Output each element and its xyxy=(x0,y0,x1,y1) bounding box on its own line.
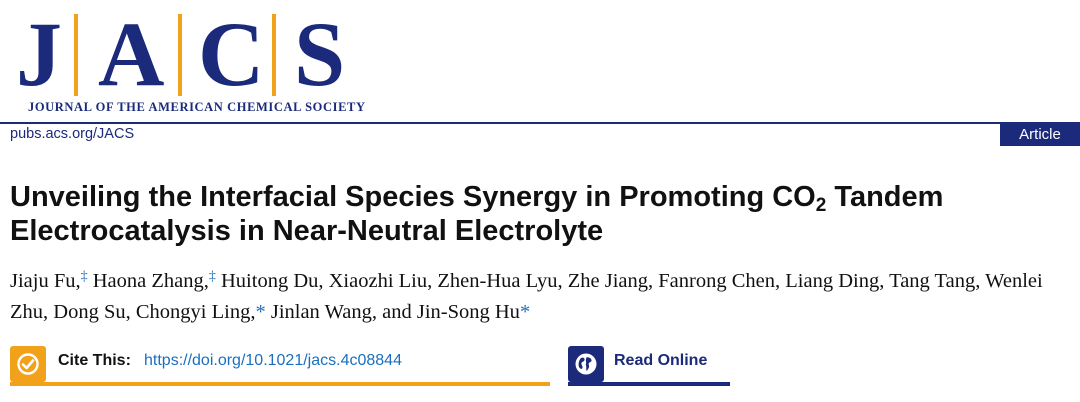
logo-letter-j: J xyxy=(16,3,62,105)
globe-icon xyxy=(568,346,604,382)
author-name-text: Wenlei Zhu, xyxy=(10,270,1043,323)
author-name[interactable]: Zhe Jiang, xyxy=(568,270,653,292)
cite-underline xyxy=(10,382,550,386)
author-name-text: Xiaozhi Liu, xyxy=(328,270,433,292)
author-name-text: Jiaju Fu, xyxy=(10,270,81,292)
corresponding-author-mark[interactable]: * xyxy=(255,301,266,323)
author-name[interactable]: Liang Ding, xyxy=(785,270,884,292)
author-name-text: Liang Ding, xyxy=(785,270,885,292)
author-list: Jiaju Fu,‡ Haona Zhang,‡ Huitong Du, Xia… xyxy=(10,266,1075,328)
author-name[interactable]: Fanrong Chen, xyxy=(658,270,780,292)
author-name[interactable]: Huitong Du, xyxy=(221,270,324,292)
read-online-label: Read Online xyxy=(614,352,708,369)
author-name[interactable]: Chongyi Ling,* xyxy=(136,301,266,323)
cite-this-bar: Cite This: https://doi.org/10.1021/jacs.… xyxy=(10,344,550,386)
author-name-text: Haona Zhang, xyxy=(92,270,209,292)
logo-divider xyxy=(178,14,182,96)
logo-divider xyxy=(74,14,78,96)
author-name[interactable]: Dong Su, xyxy=(53,301,130,323)
author-name-text: Fanrong Chen, xyxy=(658,270,781,292)
author-name-text: Chongyi Ling, xyxy=(135,301,256,323)
header-rule xyxy=(0,122,1080,124)
author-name[interactable]: Xiaozhi Liu, xyxy=(329,270,433,292)
author-name[interactable]: Tang Tang, xyxy=(889,270,980,292)
equal-contribution-mark[interactable]: ‡ xyxy=(208,269,216,284)
read-online-underline xyxy=(568,382,730,386)
logo-letter-c: C xyxy=(198,3,265,105)
author-name[interactable]: Haona Zhang,‡ xyxy=(92,269,216,293)
title-text-part-2: Tandem Electrocatalysis in Near-Neutral … xyxy=(10,181,944,247)
article-type-badge: Article xyxy=(1000,124,1080,146)
author-name-text: and Jin-Song Hu xyxy=(382,301,520,323)
read-online-button[interactable]: Read Online xyxy=(568,344,730,386)
logo-letter-s: S xyxy=(294,3,346,105)
author-name-text: Zhen-Hua Lyu, xyxy=(437,270,563,292)
journal-logo[interactable]: J A C S JOURNAL OF THE AMERICAN CHEMICAL… xyxy=(14,8,365,114)
author-name[interactable]: and Jin-Song Hu* xyxy=(382,301,530,323)
title-subscript: 2 xyxy=(815,195,827,216)
author-name[interactable]: Jiaju Fu,‡ xyxy=(10,269,88,293)
author-name-text: Zhe Jiang, xyxy=(567,270,654,292)
title-text-part-1: Unveiling the Interfacial Species Synerg… xyxy=(10,181,816,213)
author-name[interactable]: Zhen-Hua Lyu, xyxy=(437,270,562,292)
author-name[interactable]: Wenlei Zhu, xyxy=(10,270,1043,323)
journal-full-name: JOURNAL OF THE AMERICAN CHEMICAL SOCIETY xyxy=(28,100,366,114)
jacs-wordmark: J A C S xyxy=(14,8,354,100)
author-name-text: Jinlan Wang, xyxy=(270,301,377,323)
author-name-text: Tang Tang, xyxy=(889,270,981,292)
cite-this-label: Cite This: xyxy=(58,352,131,369)
checkmark-icon[interactable] xyxy=(10,346,46,382)
author-name-text: Dong Su, xyxy=(53,301,131,323)
logo-letter-a: A xyxy=(98,3,165,105)
author-name-text: Huitong Du, xyxy=(221,270,324,292)
article-title: Unveiling the Interfacial Species Synerg… xyxy=(10,180,1075,248)
corresponding-author-mark[interactable]: * xyxy=(519,301,531,323)
doi-link[interactable]: https://doi.org/10.1021/jacs.4c08844 xyxy=(144,352,402,369)
journal-url-link[interactable]: pubs.acs.org/JACS xyxy=(10,126,135,142)
logo-divider xyxy=(272,14,276,96)
author-name[interactable]: Jinlan Wang, xyxy=(271,301,377,323)
equal-contribution-mark[interactable]: ‡ xyxy=(80,269,88,284)
